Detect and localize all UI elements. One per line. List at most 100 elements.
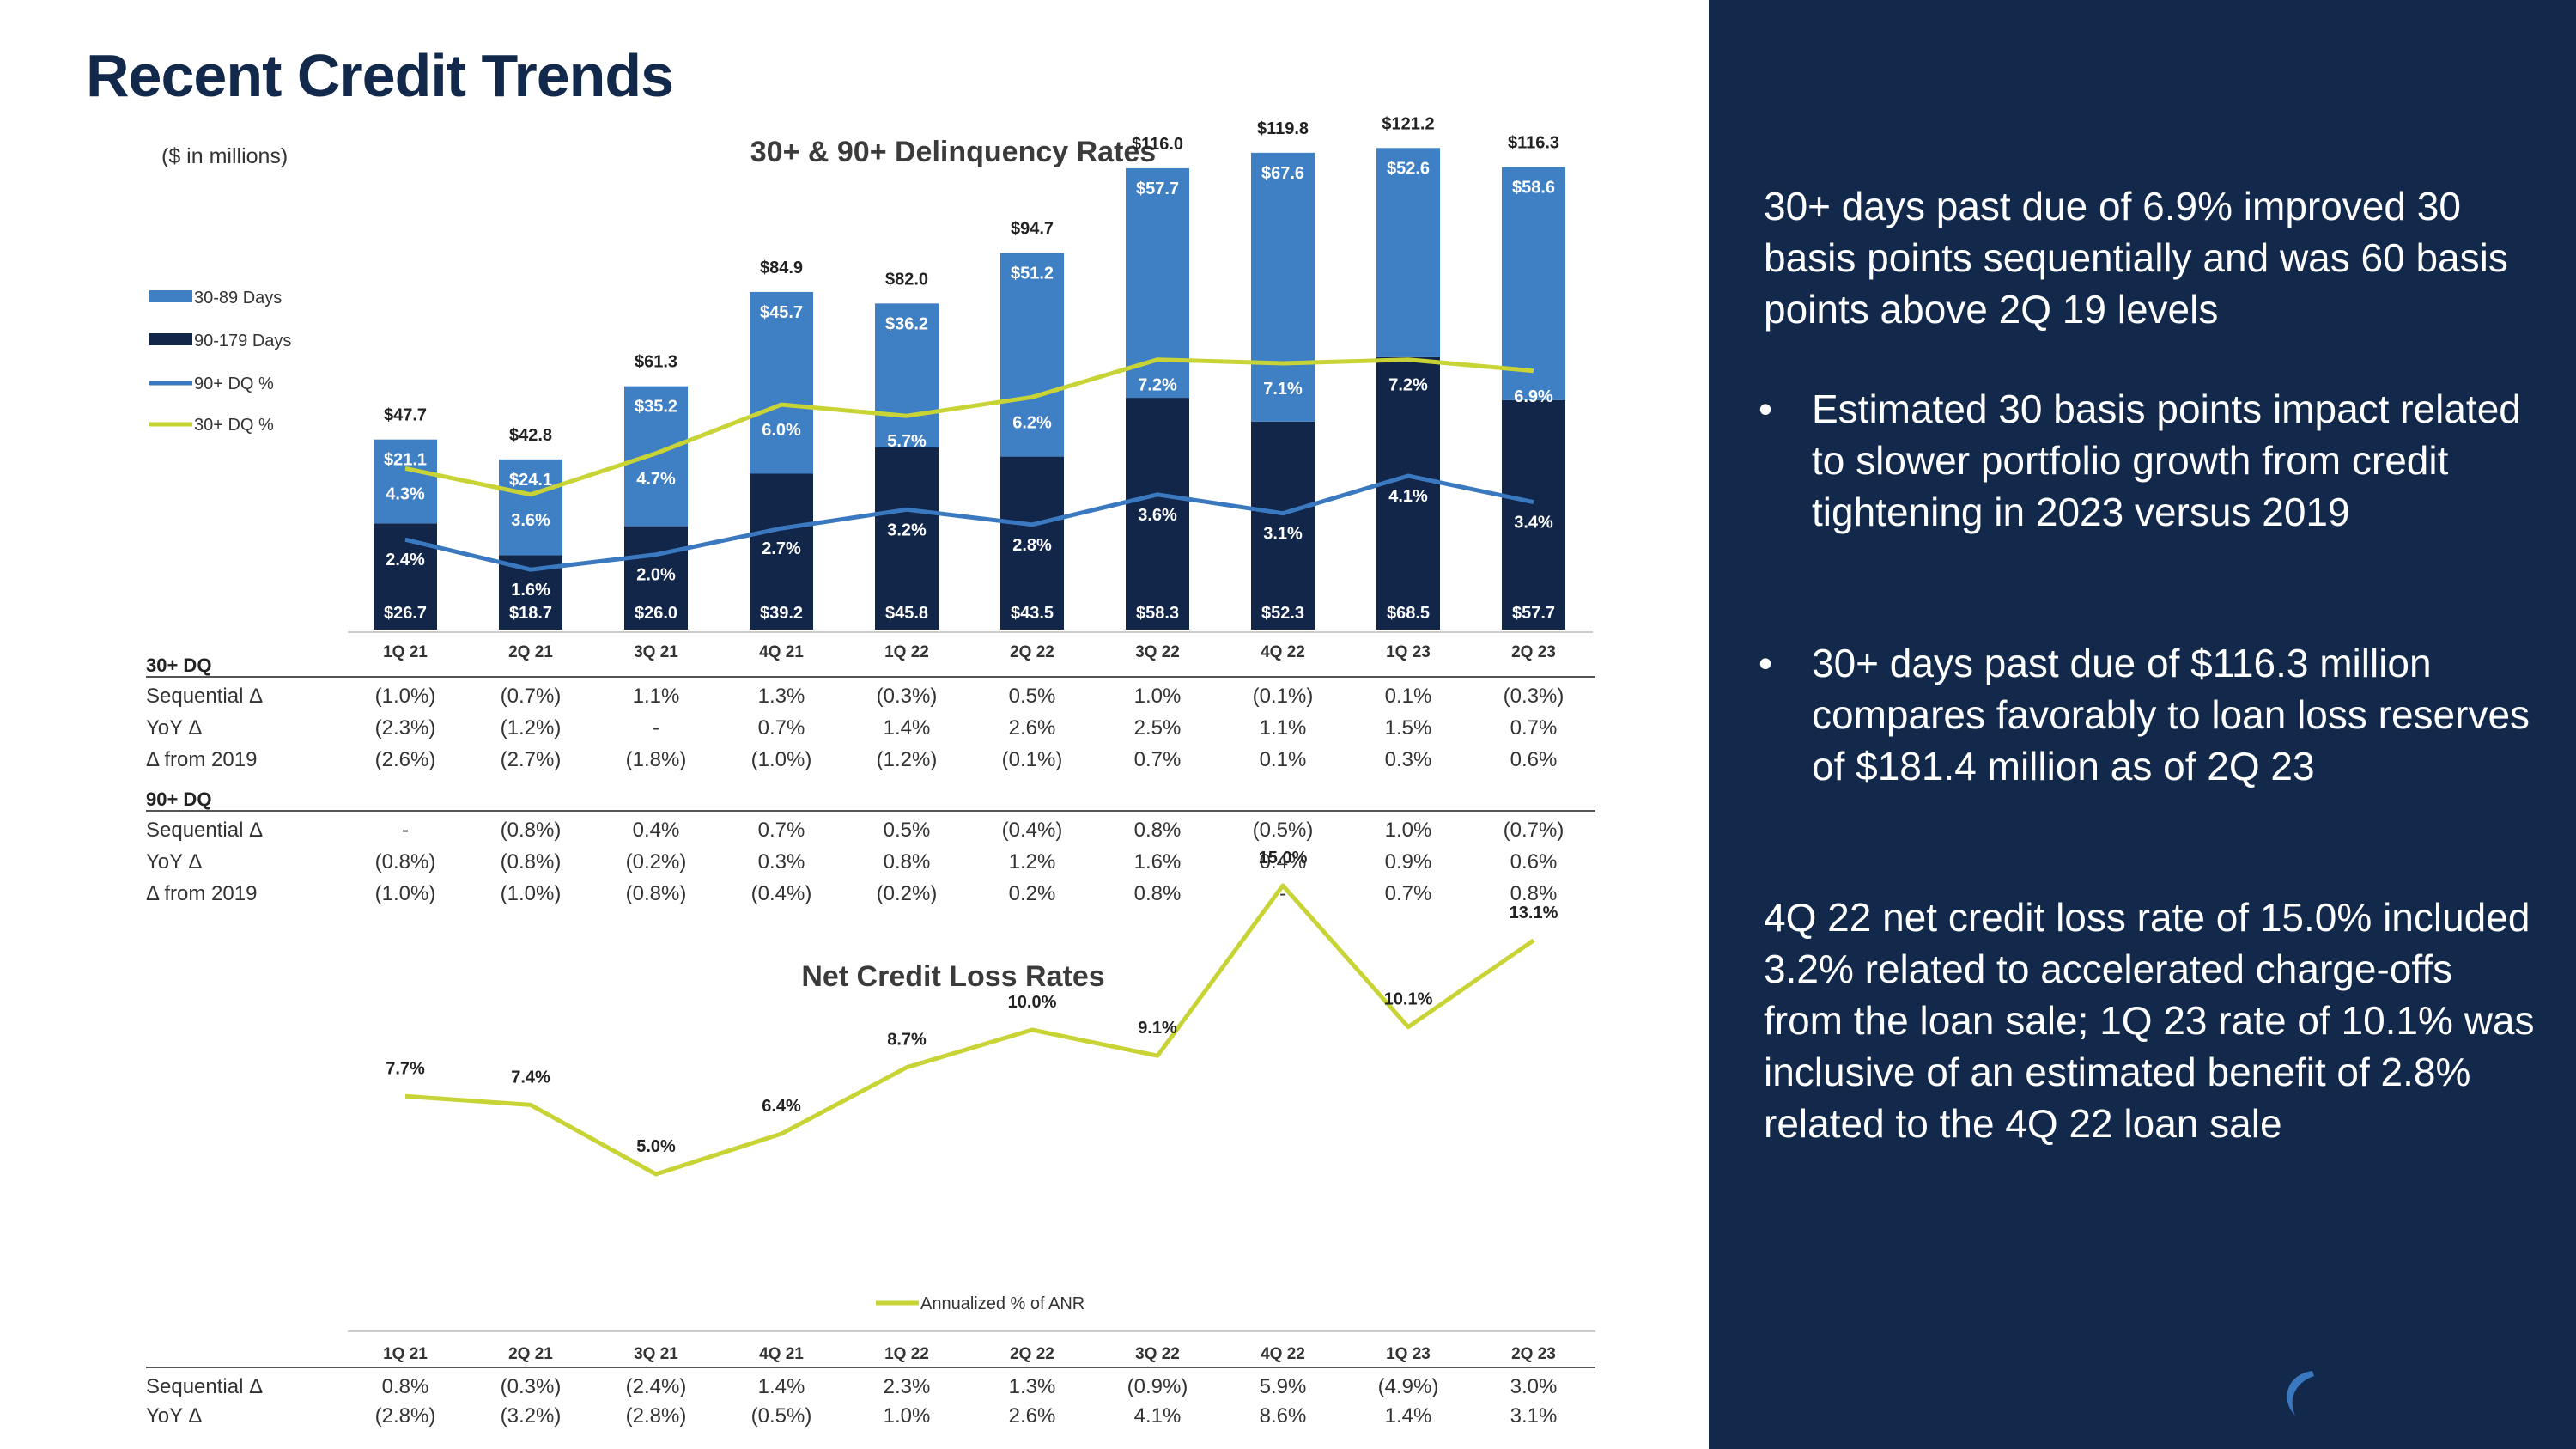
table-cell: (0.2%) bbox=[626, 850, 687, 874]
ncl-table-cell: 1.4% bbox=[1385, 1404, 1432, 1428]
x-tick-label: 3Q 21 bbox=[634, 643, 678, 661]
x-tick-label: 1Q 23 bbox=[1386, 643, 1431, 661]
bar-30-89-days bbox=[1126, 167, 1189, 399]
table-cell: (0.8%) bbox=[501, 850, 562, 874]
bar-90-179-days bbox=[1126, 398, 1189, 630]
page-number: 9 bbox=[2518, 1374, 2537, 1412]
legend-swatch bbox=[149, 290, 192, 302]
ncl-table-cell: (3.2%) bbox=[501, 1404, 562, 1428]
ncl-table-cell: 0.8% bbox=[382, 1375, 429, 1398]
ncl-data-label: 10.0% bbox=[1008, 993, 1057, 1012]
table-cell: (1.0%) bbox=[501, 882, 562, 905]
bar-90-179-days bbox=[1502, 399, 1565, 630]
line-90-dq-label: 2.0% bbox=[636, 566, 676, 585]
bar-90-179-days bbox=[750, 473, 813, 630]
table-cell: 0.6% bbox=[1510, 850, 1558, 874]
ncl-data-label: 10.1% bbox=[1384, 990, 1433, 1009]
ncl-table-cell: 5.9% bbox=[1260, 1375, 1307, 1398]
table-cell: 0.3% bbox=[758, 850, 805, 874]
table-cell: (0.8%) bbox=[501, 819, 562, 842]
table-cell: 1.4% bbox=[884, 716, 931, 740]
x-tick-label: 2Q 21 bbox=[508, 643, 553, 661]
table-cell: (0.2%) bbox=[877, 882, 938, 905]
bar-30-89-days bbox=[875, 303, 939, 447]
ncl-table-cell: 8.6% bbox=[1260, 1404, 1307, 1428]
ncl-x-tick-label: 4Q 22 bbox=[1261, 1345, 1305, 1363]
ncl-x-tick-label: 1Q 22 bbox=[884, 1345, 929, 1363]
line-30-dq-label: 7.1% bbox=[1263, 380, 1303, 399]
legend-label: 30+ DQ % bbox=[194, 416, 274, 435]
ncl-data-label: 7.4% bbox=[511, 1068, 550, 1087]
line-90-dq-label: 2.8% bbox=[1012, 536, 1052, 555]
ncl-table-cell: 4.1% bbox=[1134, 1404, 1182, 1428]
table-row-label: YoY Δ bbox=[146, 716, 202, 740]
table-cell: 0.4% bbox=[633, 819, 680, 842]
ncl-table-cell: 3.1% bbox=[1510, 1404, 1558, 1428]
ncl-table-cell: 1.3% bbox=[1009, 1375, 1056, 1398]
ncl-table-cell: (2.8%) bbox=[626, 1404, 687, 1428]
table-cell: 1.3% bbox=[758, 685, 805, 708]
line-90-dq-label: 3.6% bbox=[1138, 506, 1177, 525]
table-cell: (1.0%) bbox=[751, 748, 812, 771]
table-cell: 0.6% bbox=[1510, 748, 1558, 771]
table-cell: (0.8%) bbox=[626, 882, 687, 905]
table-cell: (0.7%) bbox=[1504, 819, 1564, 842]
table-cell: (0.3%) bbox=[1504, 685, 1564, 708]
table-cell: (1.2%) bbox=[877, 748, 938, 771]
ncl-x-tick-label: 3Q 21 bbox=[634, 1345, 678, 1363]
bar-90-179-days bbox=[875, 447, 939, 630]
ncl-x-tick-label: 2Q 22 bbox=[1010, 1345, 1054, 1363]
table-cell: 0.2% bbox=[1009, 882, 1056, 905]
table-cell: (0.1%) bbox=[1002, 748, 1063, 771]
bar-90-179-label: $26.7 bbox=[384, 604, 427, 623]
logo-text-bottom: MANAGEMENT bbox=[2324, 1397, 2481, 1421]
ncl-table-cell: 3.0% bbox=[1510, 1375, 1558, 1398]
table-cell: 1.0% bbox=[1134, 685, 1182, 708]
table-cell: 0.1% bbox=[1260, 748, 1307, 771]
bar-total-label: $61.3 bbox=[635, 353, 677, 372]
bar-total-label: $94.7 bbox=[1011, 220, 1054, 239]
ncl-table-cell: (2.8%) bbox=[375, 1404, 436, 1428]
bar-90-179-days bbox=[1376, 356, 1440, 630]
bar-30-89-label: $51.2 bbox=[1011, 265, 1054, 283]
table-section-header: 90+ DQ bbox=[146, 788, 211, 810]
legend-label: 90-179 Days bbox=[194, 332, 291, 350]
bar-30-89-label: $35.2 bbox=[635, 398, 677, 417]
ncl-data-label: 7.7% bbox=[386, 1059, 425, 1078]
page-title: Recent Credit Trends bbox=[86, 42, 674, 109]
x-tick-label: 1Q 21 bbox=[383, 643, 428, 661]
table-cell: (2.6%) bbox=[375, 748, 436, 771]
table-cell: (0.5%) bbox=[1253, 819, 1314, 842]
ncl-x-tick-label: 1Q 21 bbox=[383, 1345, 428, 1363]
commentary-paragraph-2: 4Q 22 net credit loss rate of 15.0% incl… bbox=[1764, 895, 2535, 1146]
bar-30-89-label: $45.7 bbox=[760, 303, 803, 322]
bar-30-89-days bbox=[750, 291, 813, 474]
legend-label: 90+ DQ % bbox=[194, 374, 274, 393]
ncl-table-cell: (2.4%) bbox=[626, 1375, 687, 1398]
ncl-table-cell: (0.9%) bbox=[1127, 1375, 1188, 1398]
bar-30-89-label: $36.2 bbox=[885, 314, 928, 333]
bar-30-89-label: $21.1 bbox=[384, 451, 427, 470]
ncl-table-cell: (0.3%) bbox=[501, 1375, 562, 1398]
line-30-dq-label: 6.9% bbox=[1514, 387, 1553, 406]
ncl-legend-label: Annualized % of ANR bbox=[920, 1294, 1084, 1313]
bar-total-label: $116.0 bbox=[1132, 135, 1183, 154]
table-cell: - bbox=[402, 819, 409, 842]
bar-total-label: $42.8 bbox=[509, 426, 552, 445]
regional-management-logo: REGIONAL MANAGEMENT bbox=[2287, 1367, 2481, 1421]
table-cell: 0.3% bbox=[1385, 748, 1432, 771]
bar-90-179-label: $45.8 bbox=[885, 604, 928, 623]
line-30-dq-label: 6.0% bbox=[762, 421, 801, 440]
table-cell: 1.1% bbox=[1260, 716, 1307, 740]
commentary-bullet-1-text: Estimated 30 basis points impact related… bbox=[1812, 387, 2521, 534]
bullet-marker: • bbox=[1759, 387, 1773, 431]
line-90-dq-label: 3.2% bbox=[887, 521, 927, 539]
bar-total-label: $47.7 bbox=[384, 406, 427, 425]
table-cell: (0.1%) bbox=[1253, 685, 1314, 708]
bar-90-179-label: $68.5 bbox=[1387, 604, 1430, 623]
x-tick-label: 3Q 22 bbox=[1135, 643, 1180, 661]
x-tick-label: 1Q 22 bbox=[884, 643, 929, 661]
x-tick-label: 4Q 21 bbox=[759, 643, 804, 661]
table-cell: 0.7% bbox=[1510, 716, 1558, 740]
table-cell: (2.7%) bbox=[501, 748, 562, 771]
